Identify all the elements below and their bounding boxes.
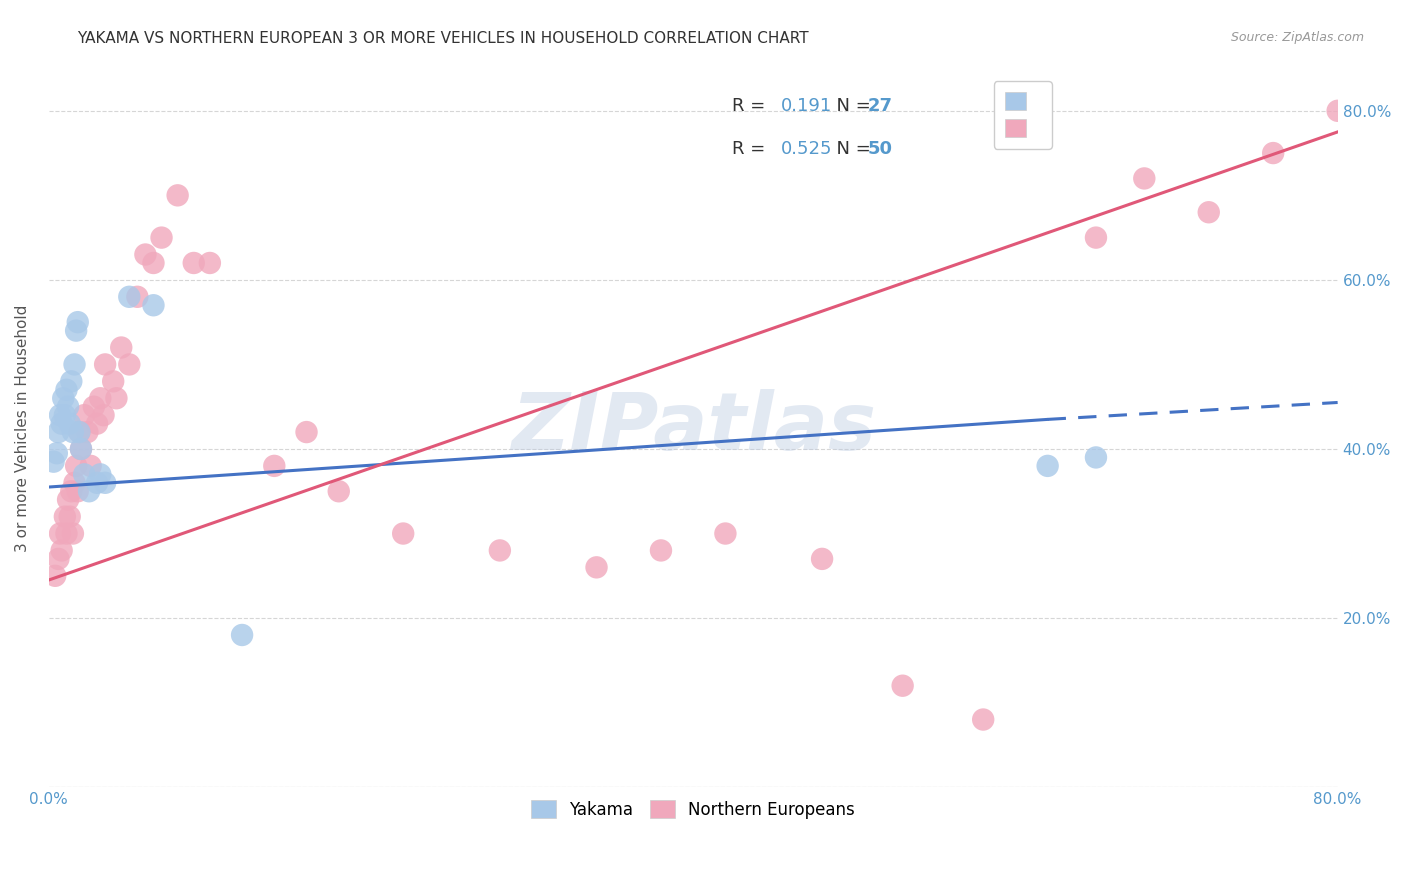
Point xyxy=(198,256,221,270)
Text: Source: ZipAtlas.com: Source: ZipAtlas.com xyxy=(1230,31,1364,45)
Text: 0.525: 0.525 xyxy=(780,140,832,159)
Point xyxy=(60,375,83,389)
Point xyxy=(118,358,141,372)
Point xyxy=(118,290,141,304)
Point xyxy=(70,442,93,456)
Point xyxy=(83,400,105,414)
Point xyxy=(93,408,115,422)
Point xyxy=(89,391,111,405)
Point xyxy=(63,358,86,372)
Point xyxy=(79,458,101,473)
Text: N =: N = xyxy=(825,140,876,159)
Point xyxy=(65,324,87,338)
Text: R =: R = xyxy=(733,97,776,115)
Point xyxy=(49,526,72,541)
Point xyxy=(1133,171,1156,186)
Point xyxy=(1198,205,1220,219)
Point xyxy=(142,298,165,312)
Point xyxy=(1036,458,1059,473)
Point xyxy=(59,509,82,524)
Point xyxy=(1263,146,1285,161)
Point xyxy=(59,417,82,431)
Point xyxy=(70,442,93,456)
Point xyxy=(650,543,672,558)
Point xyxy=(67,425,90,439)
Point xyxy=(94,475,117,490)
Point xyxy=(65,458,87,473)
Point xyxy=(44,569,66,583)
Point xyxy=(62,526,84,541)
Point xyxy=(166,188,188,202)
Point xyxy=(183,256,205,270)
Legend: Yakama, Northern Europeans: Yakama, Northern Europeans xyxy=(524,794,862,826)
Point xyxy=(45,446,67,460)
Text: YAKAMA VS NORTHERN EUROPEAN 3 OR MORE VEHICLES IN HOUSEHOLD CORRELATION CHART: YAKAMA VS NORTHERN EUROPEAN 3 OR MORE VE… xyxy=(77,31,808,46)
Text: 27: 27 xyxy=(868,97,893,115)
Text: 50: 50 xyxy=(868,140,893,159)
Point xyxy=(55,526,77,541)
Point xyxy=(328,484,350,499)
Text: N =: N = xyxy=(825,97,876,115)
Point xyxy=(60,484,83,499)
Point xyxy=(77,484,100,499)
Point xyxy=(94,358,117,372)
Text: ZIPatlas: ZIPatlas xyxy=(510,389,876,467)
Point xyxy=(89,467,111,482)
Point xyxy=(53,408,76,422)
Point xyxy=(66,484,89,499)
Point xyxy=(891,679,914,693)
Point xyxy=(66,315,89,329)
Y-axis label: 3 or more Vehicles in Household: 3 or more Vehicles in Household xyxy=(15,304,30,551)
Point xyxy=(51,417,73,431)
Point xyxy=(263,458,285,473)
Point xyxy=(1084,230,1107,244)
Point xyxy=(972,713,994,727)
Point xyxy=(134,247,156,261)
Point xyxy=(48,552,70,566)
Point xyxy=(103,375,125,389)
Point xyxy=(73,467,96,482)
Point xyxy=(1084,450,1107,465)
Point xyxy=(55,383,77,397)
Point xyxy=(231,628,253,642)
Point xyxy=(86,417,108,431)
Point xyxy=(392,526,415,541)
Point xyxy=(63,475,86,490)
Point xyxy=(86,475,108,490)
Point xyxy=(48,425,70,439)
Point xyxy=(714,526,737,541)
Point xyxy=(62,425,84,439)
Point xyxy=(585,560,607,574)
Point xyxy=(56,400,79,414)
Point xyxy=(52,391,75,405)
Point xyxy=(53,509,76,524)
Point xyxy=(67,425,90,439)
Point xyxy=(76,425,98,439)
Point xyxy=(295,425,318,439)
Text: 0.191: 0.191 xyxy=(780,97,832,115)
Point xyxy=(42,455,65,469)
Point xyxy=(110,341,132,355)
Point xyxy=(489,543,512,558)
Point xyxy=(73,408,96,422)
Text: R =: R = xyxy=(733,140,776,159)
Point xyxy=(142,256,165,270)
Point xyxy=(1326,103,1348,118)
Point xyxy=(51,543,73,558)
Point xyxy=(49,408,72,422)
Point xyxy=(150,230,173,244)
Point xyxy=(811,552,834,566)
Point xyxy=(105,391,128,405)
Point xyxy=(127,290,149,304)
Point xyxy=(56,492,79,507)
